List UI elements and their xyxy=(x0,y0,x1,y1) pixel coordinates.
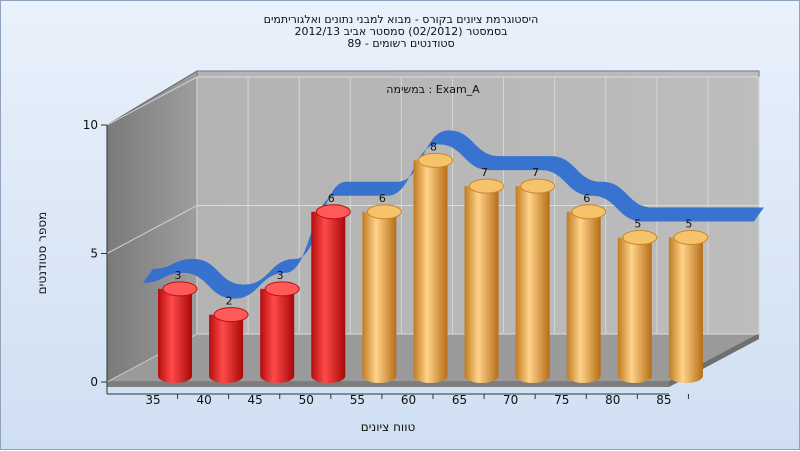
bar-top-7 xyxy=(520,178,556,194)
y-tick-label-0: 0 xyxy=(90,375,98,389)
floor-front-edge xyxy=(107,382,669,387)
chart-title-line-2: בסמסטר (02/2012) סמסטר אביב 2012/13 xyxy=(294,25,508,38)
bar-top-9 xyxy=(622,230,658,245)
bar-body-6 xyxy=(464,186,499,383)
data-label-10: 5 xyxy=(685,218,692,231)
data-label-2: 3 xyxy=(277,269,284,282)
data-label-3: 6 xyxy=(328,192,335,205)
trend-ribbon xyxy=(143,130,764,299)
bar-top-2 xyxy=(264,281,300,297)
bar-85 xyxy=(668,230,709,383)
bar-65 xyxy=(464,178,505,383)
bar-35 xyxy=(158,281,198,383)
bar-80 xyxy=(617,230,658,383)
bar-top-5 xyxy=(417,152,453,168)
bar-40 xyxy=(209,307,249,383)
bar-body-10 xyxy=(668,237,703,383)
bar-70 xyxy=(515,178,556,383)
bar-55 xyxy=(362,204,402,383)
bar-top-3 xyxy=(315,204,351,220)
bar-top-6 xyxy=(469,178,505,194)
bar-body-7 xyxy=(515,186,550,383)
bar-top-1 xyxy=(213,307,249,323)
chart-title-line-1: היסטוגרמת ציונים בקורס - מבוא למבני נתונ… xyxy=(263,13,539,26)
bar-body-9 xyxy=(617,237,652,383)
data-label-5: 8 xyxy=(430,140,437,153)
bar-45 xyxy=(260,281,300,383)
grid-line-left-2 xyxy=(106,76,198,126)
chart-title-line-3: סטודנטים רשומים - 89 xyxy=(347,37,455,50)
grid-line-left-1 xyxy=(106,205,198,254)
x-axis-title: טווח ציונים xyxy=(361,420,416,434)
x-tick-label-1: 40 xyxy=(196,393,211,407)
x-tick-label-3: 50 xyxy=(299,393,314,407)
x-tick-label-5: 60 xyxy=(401,393,416,407)
y-tick-label-2: 10 xyxy=(83,118,98,132)
bar-top-10 xyxy=(673,230,709,245)
x-tick-label-2: 45 xyxy=(248,393,263,407)
bar-60 xyxy=(413,152,453,383)
x-tick-label-7: 70 xyxy=(503,393,518,407)
x-tick-label-6: 65 xyxy=(452,393,467,407)
data-label-0: 3 xyxy=(175,269,182,282)
chart-annotation: במשימה : Exam_A xyxy=(386,83,480,96)
data-label-6: 7 xyxy=(481,166,488,179)
bar-body-4 xyxy=(362,211,397,383)
bar-body-1 xyxy=(209,314,244,383)
x-tick-label-4: 55 xyxy=(350,393,365,407)
data-label-4: 6 xyxy=(379,192,386,205)
data-label-8: 6 xyxy=(583,192,590,205)
bar-top-4 xyxy=(366,204,402,220)
y-axis-title: מספר סטודנטים xyxy=(35,212,49,295)
bar-50 xyxy=(311,204,351,383)
bar-body-8 xyxy=(566,211,601,383)
y-tick-label-1: 5 xyxy=(90,247,98,261)
data-label-1: 2 xyxy=(226,295,233,308)
x-tick-label-8: 75 xyxy=(554,393,569,407)
data-label-7: 7 xyxy=(532,166,539,179)
bar-body-5 xyxy=(413,160,448,383)
bar-top-0 xyxy=(162,281,198,297)
data-label-9: 5 xyxy=(634,218,641,231)
bar-75 xyxy=(566,204,607,383)
x-tick-label-10: 85 xyxy=(656,393,671,407)
x-tick-label-9: 80 xyxy=(605,393,620,407)
bar-body-0 xyxy=(158,288,192,383)
bar-top-8 xyxy=(571,204,607,220)
bar-body-3 xyxy=(311,211,346,383)
x-tick-label-0: 35 xyxy=(145,393,160,407)
bar-body-2 xyxy=(260,288,295,383)
